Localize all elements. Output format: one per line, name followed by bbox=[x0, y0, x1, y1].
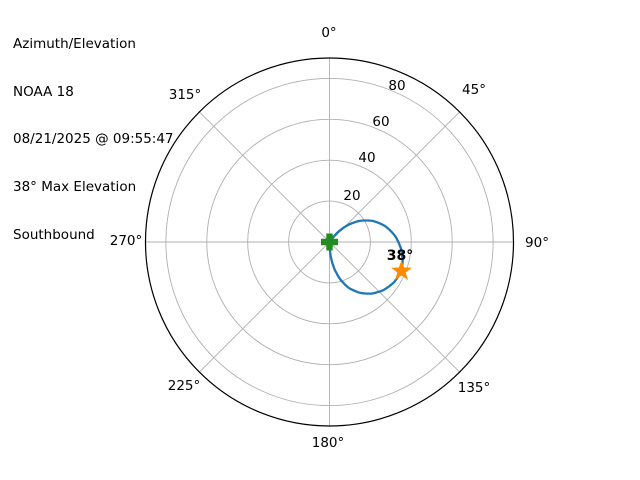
max-elevation-text: 38° Max Elevation bbox=[13, 178, 137, 195]
elevation-label-80: 80 bbox=[388, 78, 405, 94]
max-elevation-marker bbox=[391, 260, 412, 280]
azimuth-label-135: 135° bbox=[458, 380, 491, 396]
chart-header: Azimuth/Elevation NOAA 18 08/21/2025 @ 0… bbox=[13, 5, 174, 275]
horizon-outline bbox=[144, 57, 515, 427]
chart-title: Azimuth/Elevation bbox=[13, 35, 136, 52]
azimuth-label-315: 315° bbox=[169, 87, 202, 103]
azimuth-label-180: 180° bbox=[312, 435, 345, 451]
elevation-label-20: 20 bbox=[343, 188, 360, 204]
polar-grid bbox=[144, 57, 515, 427]
marker-layer bbox=[321, 233, 412, 280]
azimuth-label-0: 0° bbox=[321, 25, 336, 41]
elevation-label-40: 40 bbox=[358, 150, 375, 166]
azimuth-spoke-315 bbox=[199, 111, 330, 243]
azimuth-spoke-45 bbox=[329, 111, 460, 243]
azimuth-tick-labels: 0° 45° 90° 135° 180° 225° 270° 315° bbox=[110, 25, 549, 451]
azimuth-label-225: 225° bbox=[168, 378, 201, 394]
observer-marker bbox=[321, 233, 338, 251]
max-elevation-marker-label: 38° bbox=[387, 248, 413, 264]
azimuth-label-45: 45° bbox=[462, 82, 486, 98]
pass-direction: Southbound bbox=[13, 226, 95, 243]
azimuth-label-270: 270° bbox=[110, 233, 143, 249]
azimuth-spoke-135 bbox=[329, 241, 460, 373]
pass-timestamp: 08/21/2025 @ 09:55:47 bbox=[13, 131, 174, 148]
satellite-name: NOAA 18 bbox=[13, 83, 74, 100]
azimuth-label-90: 90° bbox=[525, 235, 549, 251]
elevation-label-60: 60 bbox=[372, 114, 389, 130]
elevation-ring-labels: 20 40 60 80 bbox=[343, 78, 405, 204]
azimuth-spoke-225 bbox=[199, 241, 330, 373]
